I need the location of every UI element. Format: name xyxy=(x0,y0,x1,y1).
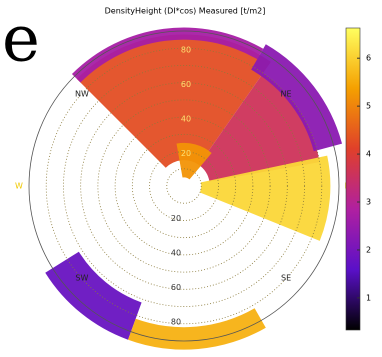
r-label: 60 xyxy=(181,80,191,89)
direction-label: SW xyxy=(75,274,88,283)
ring xyxy=(97,99,271,273)
direction-label: NE xyxy=(281,89,292,98)
ring xyxy=(45,47,323,325)
heat-region xyxy=(45,251,142,340)
r-label: 80 xyxy=(171,317,181,326)
ring xyxy=(166,168,202,204)
heat-region xyxy=(76,34,271,168)
colorbar xyxy=(345,27,361,331)
colorbar-tick-label: 6 xyxy=(366,54,371,63)
colorbar-tick-label: 1 xyxy=(366,293,371,302)
colorbar-tick-label: 3 xyxy=(366,198,371,207)
colorbar-tick-label: 4 xyxy=(366,150,371,159)
heat-region xyxy=(128,308,266,350)
r-label: 80 xyxy=(181,46,191,55)
ring xyxy=(28,30,340,342)
r-label: 60 xyxy=(171,283,181,292)
chart-title: DensityHeight (DI*cos) Measured [t/m2] xyxy=(105,7,266,16)
r-label: 20 xyxy=(181,149,191,158)
heat-region xyxy=(199,155,331,241)
r-label: 40 xyxy=(181,115,191,124)
ring xyxy=(131,133,237,239)
overlay-text: e xyxy=(2,3,40,77)
direction-label: W xyxy=(15,182,23,191)
ring xyxy=(80,82,288,290)
direction-label: NW xyxy=(75,89,89,98)
ring xyxy=(114,116,254,256)
direction-label: SE xyxy=(281,274,291,283)
heat-region xyxy=(176,142,212,180)
colorbar-tick-label: 5 xyxy=(366,102,371,111)
colorbar-tick-label: 2 xyxy=(366,245,371,254)
r-label: 40 xyxy=(171,248,181,257)
ring xyxy=(63,65,305,307)
ring xyxy=(149,151,219,221)
heat-region xyxy=(71,27,264,83)
r-label: 20 xyxy=(171,214,181,223)
heat-region xyxy=(251,44,343,152)
